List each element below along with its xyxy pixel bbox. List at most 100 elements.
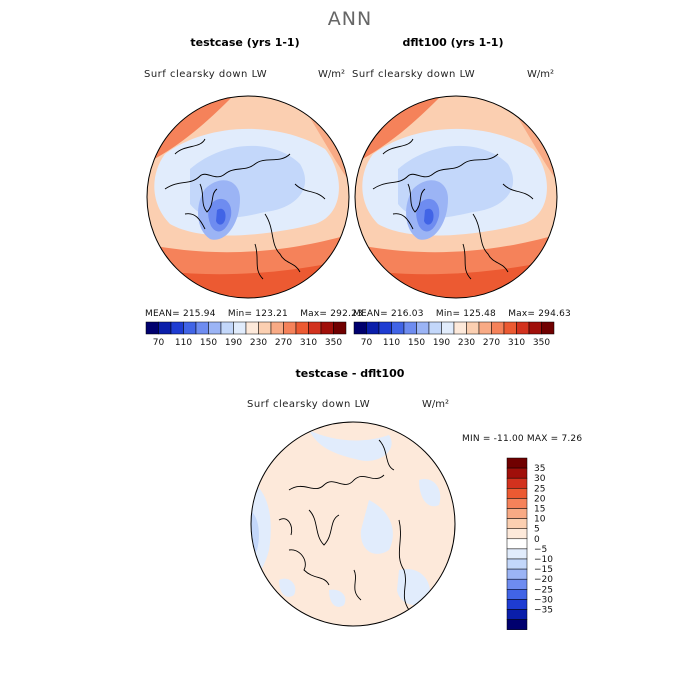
colorbar-swatch [506,558,528,570]
colorbar-swatch [506,599,528,610]
colorbar-tick-label: 150 [408,338,425,348]
colorbar-swatch [506,498,528,509]
colorbar-tick-label: 10 [534,515,546,525]
colorbar-tick-label: 150 [200,338,217,348]
colorbar-tick-label: 350 [325,338,342,348]
colorbar-swatch [506,488,528,499]
variable-label-difference: Surf clearsky down LW [247,399,371,410]
colorbar-tick-label: 310 [508,338,525,348]
units-label-testcase: W/m² [318,69,346,80]
colorbar-tick-label: 110 [383,338,400,348]
colorbar-swatch [506,508,528,519]
colorbar-swatch [366,321,380,335]
colorbar-tick-label: 15 [534,505,545,515]
colorbar-swatch [270,321,284,335]
panel-title-difference: testcase - dflt100 [295,367,405,380]
colorbar-swatch [506,528,528,540]
colorbar-swatch [208,321,222,335]
colorbar-swatch [506,619,528,630]
colorbar-swatch [145,321,159,335]
colorbar-swatch [516,321,530,335]
colorbar-swatch [170,321,184,335]
stats-testcase: MEAN= 215.94 Min= 123.21 Max= 292.23 [145,309,363,319]
colorbar-tick-label: 0 [534,535,540,545]
colorbar-tick-label: −5 [534,545,547,555]
units-label-difference: W/m² [422,399,450,410]
colorbar-tick-label: 70 [153,338,165,348]
stats-min: Min= 123.21 [227,309,288,319]
colorbar-swatch [506,518,528,529]
colorbar-tick-label: 70 [361,338,373,348]
colorbar-swatch [506,467,528,479]
colorbar-dflt100: 70 110 150 190 230 270 310 350 [353,321,555,348]
colorbar-swatch [428,321,442,335]
units-label-dflt100: W/m² [527,69,555,80]
stats-max: Max= 292.23 [300,309,363,319]
colorbar-swatch [453,321,467,335]
colorbar-tick-label: 270 [483,338,500,348]
colorbar-swatch [506,609,528,620]
polar-map-dflt100 [354,95,558,299]
colorbar-swatch [541,321,555,335]
colorbar-swatch [506,548,528,560]
colorbar-swatch [333,321,347,335]
colorbar-swatch [295,321,309,335]
panel-title-testcase: testcase (yrs 1-1) [190,36,300,49]
colorbar-swatch [320,321,334,335]
colorbar-swatch [528,321,542,335]
colorbar-swatch [441,321,455,335]
colorbar-swatch [378,321,392,335]
colorbar-tick-label: 230 [458,338,475,348]
colorbar-swatch [195,321,209,335]
variable-label-dflt100: Surf clearsky down LW [352,69,476,80]
colorbar-swatch [506,568,528,580]
colorbar-swatch [491,321,505,335]
colorbar-tick-label: 30 [534,474,546,484]
colorbar-swatch [506,538,528,550]
stats-mean: MEAN= 215.94 [145,309,216,319]
colorbar-swatch [183,321,197,335]
colorbar-tick-label: 5 [534,525,540,535]
colorbar-tick-label: 310 [300,338,317,348]
colorbar-tick-label: −25 [534,585,553,595]
colorbar-swatch [283,321,297,335]
colorbar-swatch [245,321,259,335]
colorbar-swatch [506,578,528,590]
colorbar-tick-label: 350 [533,338,550,348]
colorbar-testcase: 70 110 150 190 230 270 310 350 [145,321,347,348]
colorbar-swatch [506,477,528,489]
colorbar-tick-label: −10 [534,555,553,565]
stats-mean: MEAN= 216.03 [353,309,424,319]
colorbar-swatch [403,321,417,335]
colorbar-swatch [503,321,517,335]
stats-max: Max= 294.63 [508,309,571,319]
colorbar-tick-label: −20 [534,575,553,585]
colorbar-swatch [233,321,247,335]
colorbar-swatch [466,321,480,335]
colorbar-tick-label: 230 [250,338,267,348]
colorbar-tick-label: 110 [175,338,192,348]
stats-dflt100: MEAN= 216.03 Min= 125.48 Max= 294.63 [353,309,571,319]
colorbar-swatch [506,457,528,469]
polar-map-testcase [146,95,350,299]
colorbar-swatch [258,321,272,335]
colorbar-swatch [308,321,322,335]
colorbar-swatch [416,321,430,335]
panel-title-dflt100: dflt100 (yrs 1-1) [402,36,504,49]
colorbar-swatch [391,321,405,335]
colorbar-tick-label: −35 [534,606,553,616]
colorbar-swatch [506,589,528,600]
variable-label-testcase: Surf clearsky down LW [144,69,268,80]
colorbar-swatch [220,321,234,335]
colorbar-tick-label: 190 [225,338,242,348]
page-title: ANN [327,8,373,30]
colorbar-tick-label: −30 [534,595,553,605]
colorbar-tick-label: 270 [275,338,292,348]
colorbar-tick-label: 25 [534,484,545,494]
stats-difference-range: MIN = -11.00 MAX = 7.26 [462,434,583,444]
stats-min: Min= 125.48 [435,309,496,319]
colorbar-tick-label: 190 [433,338,450,348]
polar-map-difference [250,421,456,627]
colorbar-tick-label: 20 [534,494,546,504]
